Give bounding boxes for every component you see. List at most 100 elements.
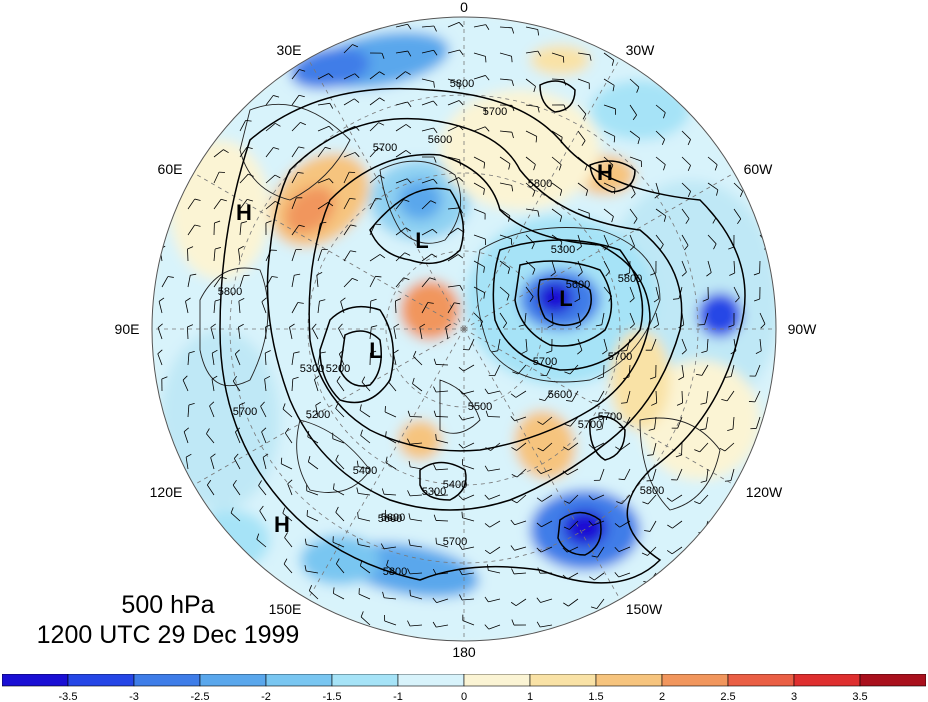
wind-barb xyxy=(629,234,635,251)
wind-barb xyxy=(458,494,475,501)
wind-barb xyxy=(511,568,527,575)
wind-barb xyxy=(369,71,385,80)
pressure-centers: H H H L L L xyxy=(236,160,613,537)
wind-barb xyxy=(206,428,215,444)
wind-barb xyxy=(537,416,553,425)
wind-barb xyxy=(681,182,691,198)
wind-barb xyxy=(700,390,709,405)
wind-barb xyxy=(335,506,345,522)
wind-barb xyxy=(213,247,221,262)
high-center-east-asia: H xyxy=(274,512,290,537)
wind-barb xyxy=(484,520,501,528)
wind-barb xyxy=(551,156,562,171)
wind-barb xyxy=(157,323,163,340)
height-contour xyxy=(557,511,602,556)
wind-barb xyxy=(458,364,475,372)
wind-barb xyxy=(421,253,437,262)
graticule xyxy=(152,17,776,641)
wind-barb xyxy=(384,509,397,522)
wind-barb xyxy=(407,438,423,445)
wind-barb xyxy=(473,52,487,63)
coastline xyxy=(476,227,661,383)
wind-barb xyxy=(655,104,666,119)
contour-label: 5400 xyxy=(353,465,377,477)
wind-barb xyxy=(588,520,605,526)
map-caption: 500 hPa 1200 UTC 29 Dec 1999 xyxy=(8,590,328,650)
wind-barb xyxy=(433,358,449,366)
wind-barb xyxy=(563,598,579,607)
colorbar-tick-label: 2 xyxy=(659,691,665,702)
high-center-ural-east-europe: H xyxy=(236,200,252,225)
contour-label: 5700 xyxy=(608,351,632,363)
wind-barb xyxy=(575,312,582,329)
wind-barb xyxy=(499,260,511,274)
wind-barb xyxy=(706,260,712,277)
wind-barb xyxy=(421,100,438,106)
low-center-hudson-bay: L xyxy=(559,286,572,311)
wind-barb xyxy=(551,208,563,222)
colorbar-tick-label: -1 xyxy=(393,691,403,702)
wind-barb xyxy=(265,174,281,184)
wind-barb xyxy=(265,122,281,132)
anomaly-region xyxy=(440,90,600,210)
contour-label: 5600 xyxy=(428,134,452,146)
colorbar-tick-label: 0 xyxy=(461,691,467,702)
wind-barb xyxy=(291,197,303,210)
wind-barb xyxy=(356,538,371,548)
wind-barb xyxy=(698,312,709,326)
wind-barb xyxy=(646,468,657,482)
wind-barb xyxy=(629,78,640,93)
wind-barb xyxy=(536,597,553,603)
wind-barb xyxy=(562,468,579,476)
wind-barb xyxy=(484,546,501,554)
wind-barb xyxy=(511,619,527,626)
wind-barb xyxy=(577,130,586,146)
colorbar-box xyxy=(859,674,926,687)
height-contour xyxy=(339,330,382,387)
wind-barb xyxy=(651,390,658,406)
wind-barb xyxy=(317,299,326,314)
wind-barb xyxy=(653,312,660,329)
height-contour xyxy=(589,160,636,193)
wind-barb xyxy=(681,130,691,146)
meridian-line xyxy=(307,328,465,600)
wind-barb xyxy=(536,621,553,628)
wind-barb xyxy=(681,234,689,251)
contour-label: 5600 xyxy=(378,513,402,525)
wind-barb xyxy=(647,442,657,456)
wind-barb xyxy=(447,100,464,106)
wind-barb xyxy=(291,146,305,158)
wind-barb xyxy=(461,511,475,522)
wind-barb xyxy=(361,376,371,392)
high-center-north-atlantic: H xyxy=(597,160,613,185)
wind-barb xyxy=(618,468,631,481)
wind-barb xyxy=(473,24,490,30)
low-center-barents-kara: L xyxy=(415,228,428,253)
wind-barb xyxy=(702,286,709,302)
wind-barb xyxy=(510,519,527,526)
wind-barb xyxy=(291,69,306,80)
contour-label: 5700 xyxy=(233,406,257,418)
wind-barb xyxy=(291,94,305,106)
wind-barb xyxy=(238,323,244,340)
wind-barb xyxy=(185,453,192,470)
wind-barb xyxy=(210,323,216,340)
height-contour xyxy=(537,278,592,326)
wind-barb xyxy=(577,338,583,355)
wind-barb xyxy=(282,403,293,418)
wind-barb xyxy=(499,156,511,170)
wind-barb xyxy=(213,198,227,210)
wind-barb xyxy=(666,494,683,502)
wind-barb xyxy=(382,591,397,600)
wind-barb xyxy=(499,130,514,139)
map-disk xyxy=(152,17,776,641)
contour-label: 5700 xyxy=(483,106,507,118)
wind-barb xyxy=(499,234,513,245)
wind-barb xyxy=(206,479,215,496)
colorbar-tick-labels: -3.5 -3 -2.5 -2 -1.5 -1 0 1 1.5 2 2.5 3 3.5 xyxy=(59,691,868,702)
colorbar-tick-label: 3.5 xyxy=(852,691,867,702)
wind-barb xyxy=(748,390,761,403)
wind-barb xyxy=(759,312,766,329)
wind-barb xyxy=(733,208,742,225)
wind-barb xyxy=(187,224,201,236)
